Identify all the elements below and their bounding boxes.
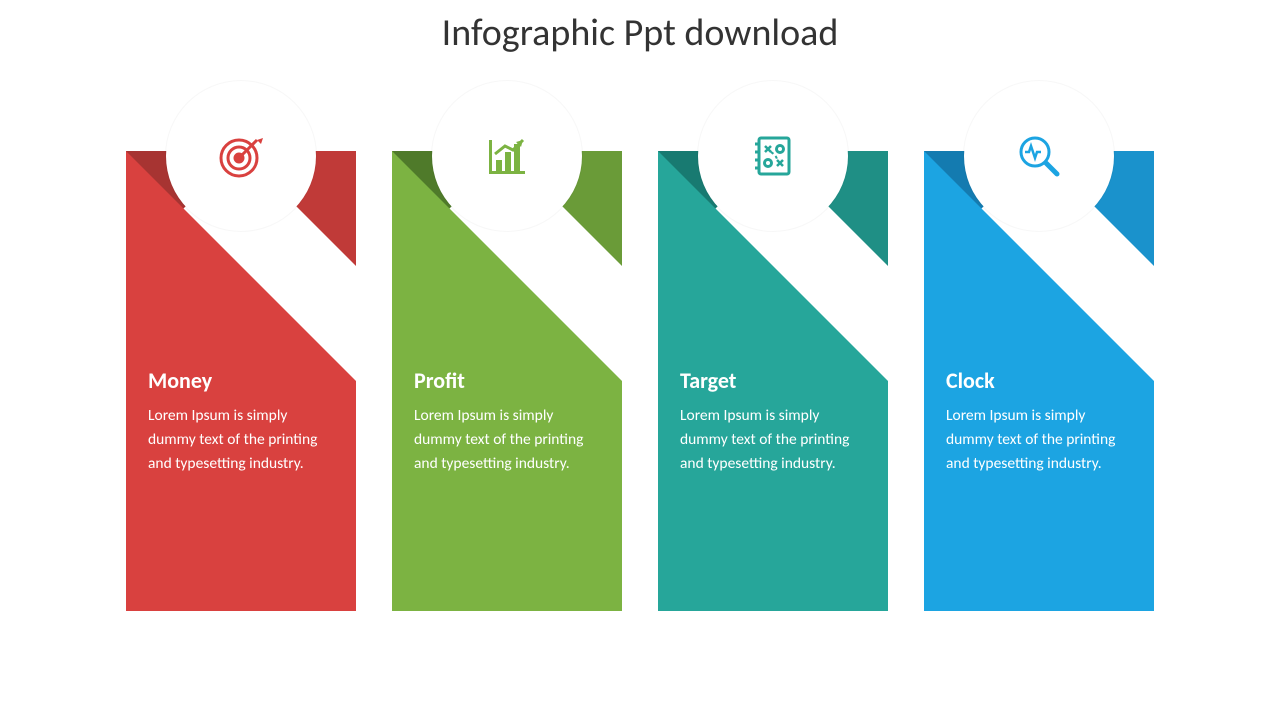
card-heading: Profit <box>414 367 600 394</box>
card-heading: Target <box>680 367 866 394</box>
card-body: Lorem Ipsum is simply dummy text of the … <box>946 404 1132 476</box>
playbook-icon <box>749 132 797 180</box>
card-content: Profit Lorem Ipsum is simply dummy text … <box>414 367 600 476</box>
icon-circle <box>698 81 848 231</box>
card-body: Lorem Ipsum is simply dummy text of the … <box>148 404 334 476</box>
card-target: Target Lorem Ipsum is simply dummy text … <box>658 151 888 611</box>
slide-title: Infographic Ppt download <box>0 0 1280 56</box>
card-heading: Money <box>148 367 334 394</box>
icon-circle <box>964 81 1114 231</box>
card-content: Money Lorem Ipsum is simply dummy text o… <box>148 367 334 476</box>
magnify-pulse-icon <box>1015 132 1063 180</box>
card-profit: Profit Lorem Ipsum is simply dummy text … <box>392 151 622 611</box>
card-body: Lorem Ipsum is simply dummy text of the … <box>680 404 866 476</box>
cards-row: Money Lorem Ipsum is simply dummy text o… <box>0 151 1280 611</box>
card-content: Target Lorem Ipsum is simply dummy text … <box>680 367 866 476</box>
icon-circle <box>432 81 582 231</box>
card-content: Clock Lorem Ipsum is simply dummy text o… <box>946 367 1132 476</box>
card-body: Lorem Ipsum is simply dummy text of the … <box>414 404 600 476</box>
card-clock: Clock Lorem Ipsum is simply dummy text o… <box>924 151 1154 611</box>
card-heading: Clock <box>946 367 1132 394</box>
target-icon <box>217 132 265 180</box>
icon-circle <box>166 81 316 231</box>
barchart-icon <box>483 132 531 180</box>
card-money: Money Lorem Ipsum is simply dummy text o… <box>126 151 356 611</box>
